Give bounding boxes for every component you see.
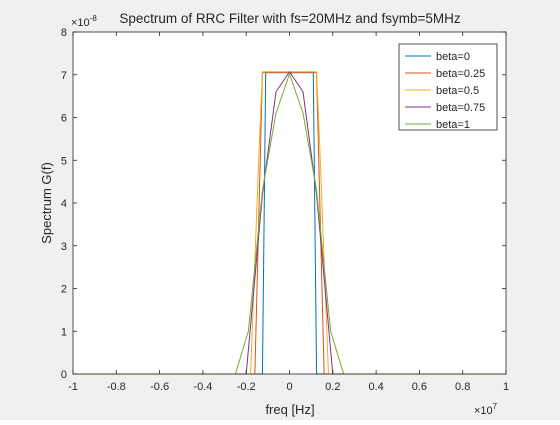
legend-item-1: beta=0.25 — [405, 68, 485, 80]
x-tick-label: -0.4 — [193, 381, 212, 393]
x-tick-label: -1 — [68, 381, 78, 393]
legend: beta=0 beta=0.25 beta=0.5 beta=0.75 beta=1 — [398, 43, 498, 131]
y-exponent-label: ×10-8 — [71, 14, 97, 29]
x-tick-label: 0 — [286, 381, 292, 393]
series-line-3 — [73, 71, 506, 375]
y-axis-ticks: 0 1 2 3 4 5 6 7 8 — [61, 27, 506, 381]
x-tick-label: 0.2 — [325, 381, 340, 393]
legend-item-4: beta=1 — [405, 119, 470, 131]
x-axis-label: freq [Hz] — [265, 402, 314, 417]
y-tick-label: 7 — [61, 70, 67, 82]
y-tick-label: 1 — [61, 326, 67, 338]
legend-item-0: beta=0 — [405, 51, 470, 63]
x-exponent-label: ×107 — [474, 402, 498, 417]
legend-item-3: beta=0.75 — [405, 102, 485, 114]
y-tick-label: 6 — [61, 113, 67, 125]
legend-item-2: beta=0.5 — [405, 85, 479, 97]
x-tick-label: -0.8 — [107, 381, 126, 393]
x-tick-label: -0.2 — [237, 381, 256, 393]
legend-label: beta=0.5 — [436, 85, 479, 97]
y-tick-label: 5 — [61, 155, 67, 167]
x-tick-label: -0.6 — [150, 381, 169, 393]
y-tick-label: 2 — [61, 284, 67, 296]
y-tick-label: 8 — [61, 27, 67, 39]
y-axis-label: Spectrum G(f) — [39, 162, 54, 244]
y-tick-label: 4 — [61, 198, 67, 210]
legend-box — [398, 43, 498, 131]
x-axis-ticks: -1 -0.8 -0.6 -0.4 -0.2 0 0.2 0.4 0.6 0.8 1 — [68, 32, 509, 393]
x-tick-label: 0.6 — [412, 381, 427, 393]
legend-label: beta=1 — [436, 119, 470, 131]
y-tick-label: 0 — [61, 369, 67, 381]
x-tick-label: 0.8 — [455, 381, 470, 393]
y-tick-label: 3 — [61, 241, 67, 253]
x-tick-label: 1 — [503, 381, 509, 393]
legend-label: beta=0.25 — [436, 68, 485, 80]
x-tick-label: 0.4 — [368, 381, 383, 393]
legend-label: beta=0.75 — [436, 102, 485, 114]
chart-title: Spectrum of RRC Filter with fs=20MHz and… — [119, 11, 461, 26]
series-line-4 — [73, 73, 506, 375]
legend-label: beta=0 — [436, 51, 470, 63]
